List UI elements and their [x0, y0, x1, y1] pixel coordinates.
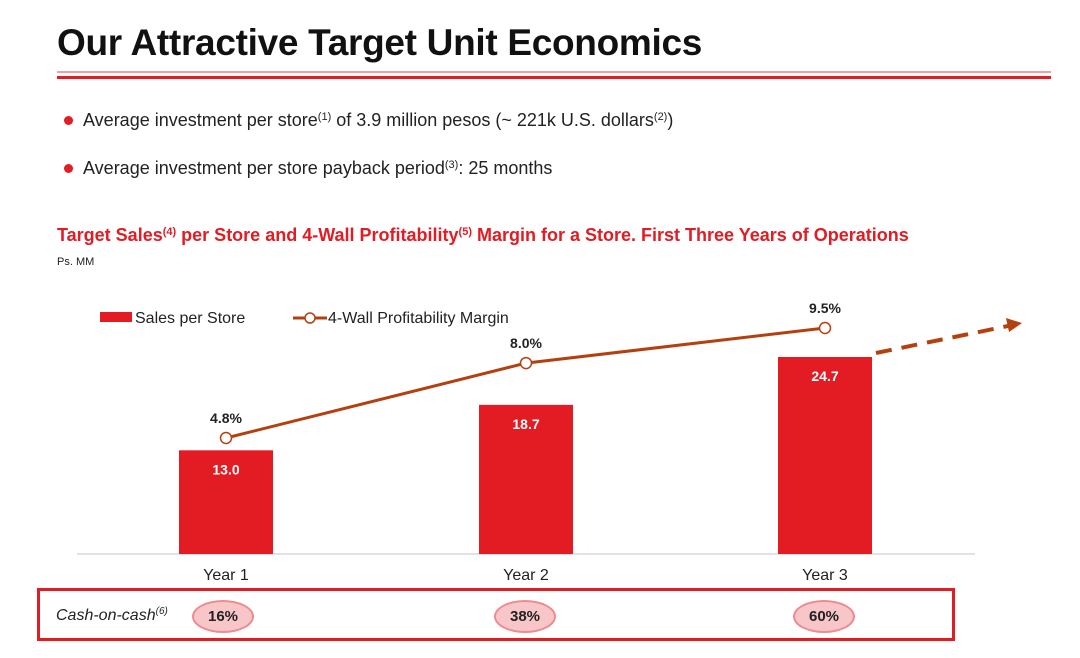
footnote-ref: (1) [317, 111, 332, 123]
bar-sales-3 [778, 357, 872, 554]
footnote-ref: (2) [653, 111, 668, 123]
bullet-payback: Average investment per store payback per… [64, 158, 552, 179]
x-tick-label: Year 2 [503, 567, 549, 584]
bullet-text-part: ) [667, 110, 674, 130]
bar-value-label: 24.7 [811, 368, 838, 384]
bar-sales-1 [179, 450, 273, 554]
legend: Sales per Store 4-Wall Profitability Mar… [100, 310, 509, 327]
cash-on-cash-label: Cash-on-cash(6) [56, 607, 168, 625]
bullet-text: Average investment per store(1) of 3.9 m… [83, 110, 673, 131]
margin-value-label: 8.0% [510, 335, 542, 351]
trend-arrow-head-icon [1006, 318, 1022, 332]
bullet-dot-icon [64, 116, 73, 125]
chart-title-part: per Store and 4-Wall Profitability [176, 225, 459, 245]
margin-value-label: 4.8% [210, 410, 242, 426]
margin-point-1 [219, 431, 233, 445]
footnote-ref: (4) [162, 226, 177, 238]
title-divider-thick [57, 76, 1051, 79]
bullet-text: Average investment per store payback per… [83, 158, 552, 179]
bullet-dot-icon [64, 164, 73, 173]
cash-on-cash-year-1: 16% [192, 600, 254, 633]
margin-value-label: 9.5% [809, 300, 841, 316]
margin-point-2 [519, 356, 533, 370]
bullet-investment: Average investment per store(1) of 3.9 m… [64, 110, 673, 131]
cash-on-cash-text: Cash-on-cash [56, 607, 156, 624]
bullet-text-part: : 25 months [458, 158, 553, 178]
title-divider-thin [57, 71, 1051, 73]
legend-line-label: 4-Wall Profitability Margin [328, 310, 509, 327]
footnote-ref: (6) [155, 606, 168, 617]
legend-line-marker [304, 312, 316, 324]
cash-on-cash-box [37, 588, 955, 641]
bullet-text-part: of 3.9 million pesos (~ 221k U.S. dollar… [331, 110, 654, 130]
page-title: Our Attractive Target Unit Economics [57, 22, 703, 63]
chart-title-part: Margin for a Store. First Three Years of… [472, 225, 909, 245]
bar-value-label: 18.7 [512, 416, 539, 432]
x-tick-label: Year 3 [802, 567, 848, 584]
x-tick-label: Year 1 [203, 567, 249, 584]
margin-point-3 [818, 321, 832, 335]
legend-bar-label: Sales per Store [135, 310, 245, 327]
bullet-text-part: Average investment per store payback per… [83, 158, 445, 178]
legend-bar-swatch [100, 312, 132, 322]
units-label: Ps. MM [57, 256, 95, 268]
cash-on-cash-year-2: 38% [494, 600, 556, 633]
trend-arrow-line [875, 324, 1009, 355]
bullet-text-part: Average investment per store [83, 110, 318, 130]
chart-title-part: Target Sales [57, 225, 163, 245]
footnote-ref: (5) [458, 226, 472, 238]
bar-value-label: 13.0 [212, 461, 239, 477]
bar-sales-2 [479, 404, 573, 554]
cash-on-cash-year-3: 60% [793, 600, 855, 633]
footnote-ref: (3) [444, 159, 459, 171]
chart-title: Target Sales(4) per Store and 4-Wall Pro… [57, 225, 909, 246]
